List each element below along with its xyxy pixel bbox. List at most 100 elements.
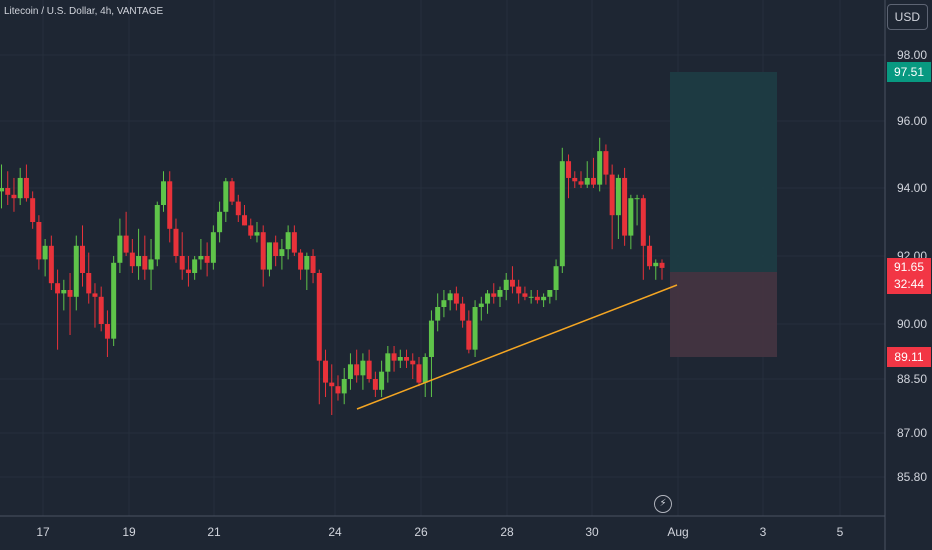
candle[interactable]	[647, 235, 653, 270]
candle[interactable]	[23, 164, 29, 202]
candle[interactable]	[509, 266, 515, 294]
currency-button[interactable]: USD	[886, 4, 928, 30]
candle[interactable]	[435, 293, 441, 332]
candle[interactable]	[55, 269, 61, 350]
candle[interactable]	[453, 286, 459, 311]
candle[interactable]	[192, 256, 198, 280]
candle[interactable]	[73, 235, 79, 311]
candle[interactable]	[347, 353, 353, 390]
candle[interactable]	[659, 259, 665, 280]
candle[interactable]	[129, 239, 135, 273]
candle[interactable]	[273, 235, 279, 267]
candle[interactable]	[597, 137, 603, 192]
candle[interactable]	[485, 290, 491, 314]
candle[interactable]	[478, 296, 484, 321]
candle[interactable]	[80, 225, 86, 287]
candle[interactable]	[541, 293, 547, 307]
candle[interactable]	[210, 225, 216, 270]
candle[interactable]	[123, 211, 129, 256]
trendline[interactable]	[356, 284, 678, 410]
candle[interactable]	[366, 349, 372, 383]
candle[interactable]	[5, 171, 11, 205]
candle[interactable]	[323, 349, 329, 397]
candle[interactable]	[167, 171, 173, 243]
candle[interactable]	[385, 346, 391, 383]
candle[interactable]	[422, 353, 428, 397]
candle[interactable]	[497, 286, 503, 307]
candle[interactable]	[242, 205, 248, 226]
candle[interactable]	[553, 259, 559, 301]
candle[interactable]	[304, 252, 310, 290]
candle[interactable]	[185, 256, 191, 287]
candle[interactable]	[279, 239, 285, 270]
candle[interactable]	[516, 279, 522, 304]
candle[interactable]	[235, 194, 241, 222]
candle[interactable]	[291, 225, 297, 256]
candle[interactable]	[397, 349, 403, 368]
candle[interactable]	[98, 286, 104, 332]
candle[interactable]	[341, 368, 347, 405]
candle[interactable]	[379, 360, 385, 397]
time-axis[interactable]: 17 19 21 24 26 28 30 Aug 3 5	[36, 525, 843, 539]
candle[interactable]	[142, 235, 148, 280]
candle[interactable]	[17, 167, 23, 205]
candle[interactable]	[104, 310, 110, 357]
position-box[interactable]	[670, 72, 777, 357]
candle[interactable]	[404, 349, 410, 368]
candle[interactable]	[441, 290, 447, 318]
lightning-icon[interactable]: ⚡	[654, 495, 672, 513]
candle[interactable]	[0, 164, 4, 209]
candle[interactable]	[67, 273, 73, 335]
candle[interactable]	[491, 283, 497, 304]
candle[interactable]	[48, 235, 54, 290]
candle[interactable]	[316, 269, 322, 405]
candle[interactable]	[391, 346, 397, 372]
candle[interactable]	[447, 290, 453, 311]
candle[interactable]	[92, 283, 98, 328]
candle[interactable]	[148, 239, 154, 290]
candle[interactable]	[634, 194, 640, 226]
candle[interactable]	[628, 194, 634, 250]
candle[interactable]	[522, 286, 528, 301]
candle[interactable]	[572, 171, 578, 188]
candle[interactable]	[590, 157, 596, 188]
candle[interactable]	[154, 201, 160, 267]
candle[interactable]	[615, 174, 621, 239]
candle[interactable]	[460, 296, 466, 328]
candle[interactable]	[229, 177, 235, 205]
loss-zone[interactable]	[670, 272, 777, 357]
candle[interactable]	[36, 215, 42, 270]
candle[interactable]	[161, 171, 167, 212]
candle[interactable]	[653, 259, 659, 280]
candle[interactable]	[11, 177, 17, 212]
candle[interactable]	[372, 371, 378, 397]
candle[interactable]	[61, 279, 67, 311]
candle[interactable]	[198, 239, 204, 270]
candle[interactable]	[584, 161, 590, 188]
candle[interactable]	[503, 273, 509, 301]
candle[interactable]	[466, 310, 472, 354]
candle[interactable]	[416, 357, 422, 387]
candle[interactable]	[578, 171, 584, 188]
candle[interactable]	[136, 228, 142, 280]
candle[interactable]	[566, 154, 572, 199]
candle[interactable]	[329, 364, 335, 415]
candle[interactable]	[472, 300, 478, 357]
candle[interactable]	[428, 310, 434, 397]
candle[interactable]	[173, 218, 179, 263]
candle[interactable]	[223, 177, 229, 222]
candle[interactable]	[266, 242, 272, 277]
candles[interactable]	[0, 137, 665, 415]
candle[interactable]	[335, 375, 341, 401]
candle[interactable]	[622, 167, 628, 246]
candle[interactable]	[30, 191, 36, 229]
candle[interactable]	[204, 242, 210, 277]
candle[interactable]	[260, 225, 266, 287]
candle[interactable]	[248, 218, 254, 239]
candle[interactable]	[354, 349, 360, 383]
candle[interactable]	[254, 222, 260, 243]
candle[interactable]	[559, 147, 565, 273]
candle[interactable]	[285, 225, 291, 260]
